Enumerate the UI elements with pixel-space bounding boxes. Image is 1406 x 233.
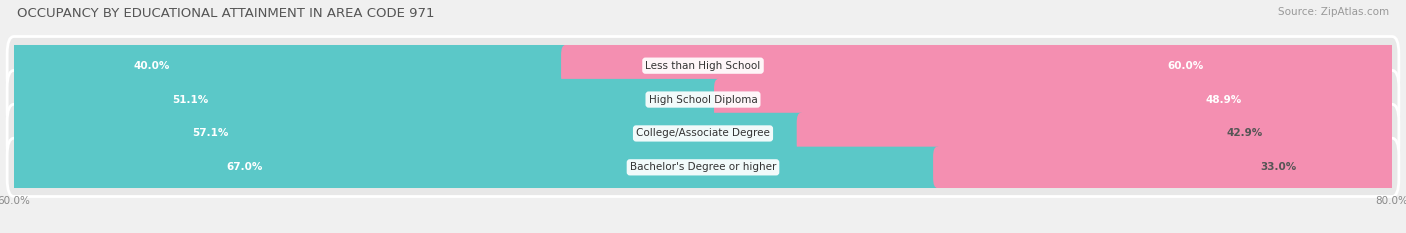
Text: College/Associate Degree: College/Associate Degree [636,128,770,138]
Text: 42.9%: 42.9% [1226,128,1263,138]
Text: Source: ZipAtlas.com: Source: ZipAtlas.com [1278,7,1389,17]
FancyBboxPatch shape [7,104,1399,163]
Text: Bachelor's Degree or higher: Bachelor's Degree or higher [630,162,776,172]
FancyBboxPatch shape [561,45,1396,86]
FancyBboxPatch shape [797,113,1396,154]
Text: 60.0%: 60.0% [1167,61,1204,71]
FancyBboxPatch shape [714,79,1396,120]
Text: OCCUPANCY BY EDUCATIONAL ATTAINMENT IN AREA CODE 971: OCCUPANCY BY EDUCATIONAL ATTAINMENT IN A… [17,7,434,20]
Text: 57.1%: 57.1% [193,128,229,138]
Text: 33.0%: 33.0% [1260,162,1296,172]
FancyBboxPatch shape [10,147,942,188]
Text: High School Diploma: High School Diploma [648,95,758,105]
FancyBboxPatch shape [7,138,1399,196]
FancyBboxPatch shape [7,70,1399,129]
FancyBboxPatch shape [10,113,806,154]
FancyBboxPatch shape [934,147,1396,188]
FancyBboxPatch shape [10,45,569,86]
Text: 40.0%: 40.0% [134,61,170,71]
Text: Less than High School: Less than High School [645,61,761,71]
Text: 48.9%: 48.9% [1205,95,1241,105]
FancyBboxPatch shape [7,37,1399,95]
Text: 51.1%: 51.1% [172,95,208,105]
FancyBboxPatch shape [10,79,723,120]
Text: 67.0%: 67.0% [226,162,263,172]
